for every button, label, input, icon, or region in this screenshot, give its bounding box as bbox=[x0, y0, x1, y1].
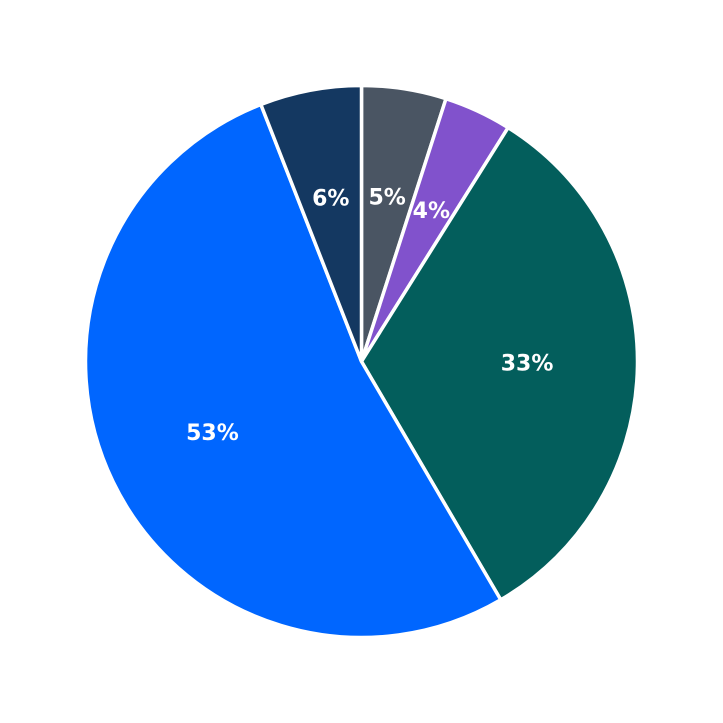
slice-label: 6% bbox=[312, 186, 349, 211]
slice-label: 33% bbox=[501, 352, 554, 377]
pie-slice bbox=[83, 102, 503, 640]
slice-label: 53% bbox=[186, 421, 239, 446]
pie-labels: 5% 4% 33% 53% 6% bbox=[186, 185, 553, 446]
pie-slice bbox=[359, 125, 640, 602]
slice-label: 4% bbox=[413, 199, 450, 224]
slice-label: 5% bbox=[368, 185, 405, 210]
pie-slices bbox=[83, 83, 640, 640]
pie-slice bbox=[259, 83, 364, 364]
